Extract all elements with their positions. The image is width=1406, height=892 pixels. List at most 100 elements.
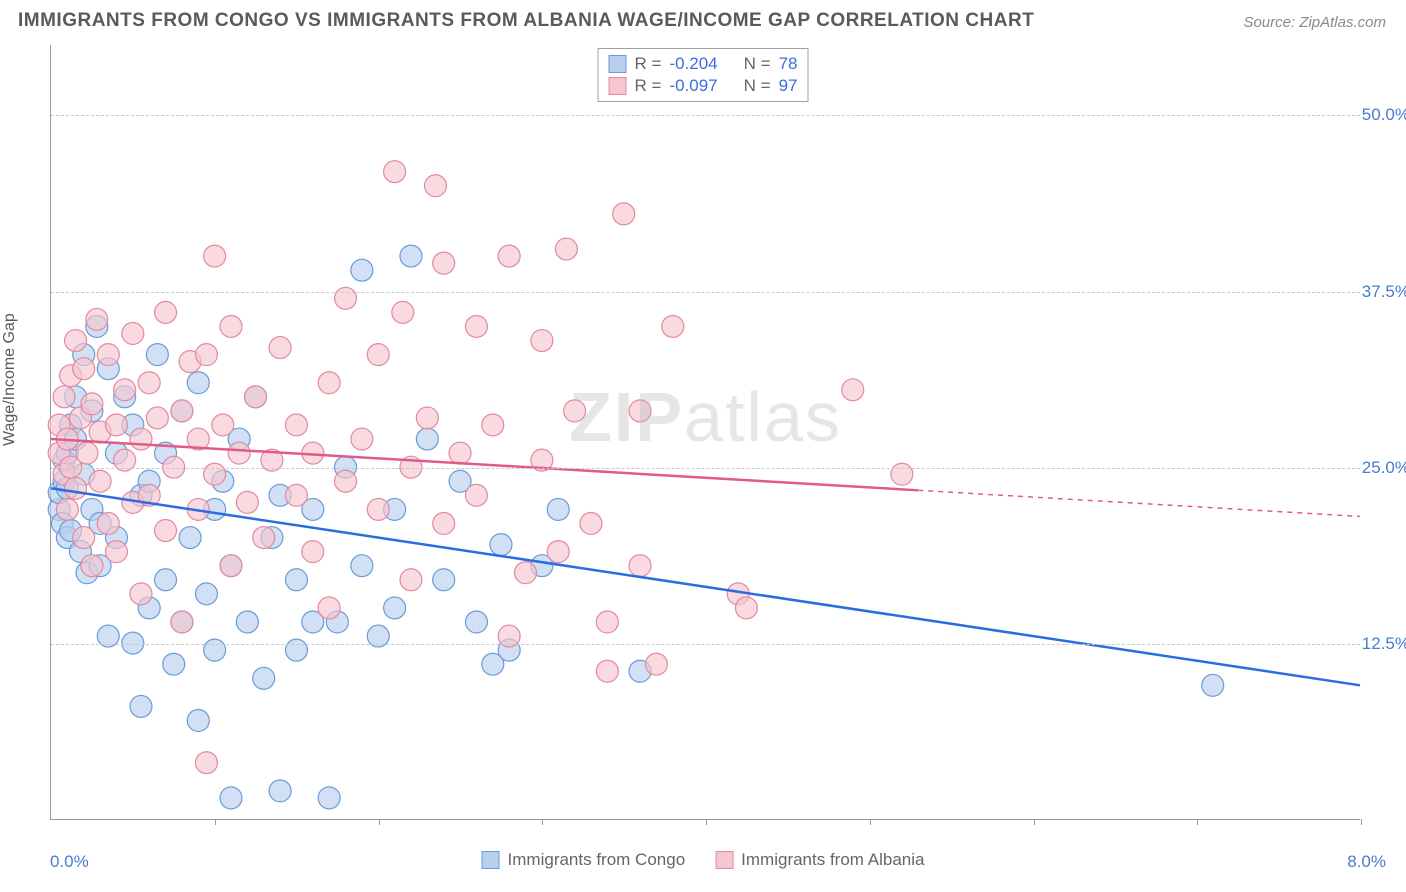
scatter-point — [253, 667, 275, 689]
scatter-point — [236, 611, 258, 633]
scatter-point — [351, 428, 373, 450]
scatter-point — [465, 611, 487, 633]
n-label: N = — [744, 54, 771, 74]
scatter-point — [97, 512, 119, 534]
scatter-point — [105, 541, 127, 563]
scatter-point — [629, 400, 651, 422]
scatter-point — [138, 372, 160, 394]
n-value: 78 — [779, 54, 798, 74]
scatter-point — [580, 512, 602, 534]
scatter-point — [285, 484, 307, 506]
scatter-point — [163, 653, 185, 675]
scatter-point — [596, 611, 618, 633]
scatter-point — [65, 477, 87, 499]
scatter-point — [171, 611, 193, 633]
scatter-point — [318, 372, 340, 394]
y-axis-label: Wage/Income Gap — [1, 313, 19, 446]
scatter-point — [212, 414, 234, 436]
scatter-point — [335, 470, 357, 492]
x-tick — [1361, 819, 1362, 825]
chart-title: IMMIGRANTS FROM CONGO VS IMMIGRANTS FROM… — [18, 10, 1034, 32]
scatter-point — [146, 407, 168, 429]
scatter-point — [146, 344, 168, 366]
n-value: 97 — [779, 76, 798, 96]
scatter-point — [662, 315, 684, 337]
trend-line-extrapolated — [918, 490, 1360, 516]
scatter-point — [204, 463, 226, 485]
legend-label: Immigrants from Congo — [508, 850, 686, 870]
scatter-point — [629, 555, 651, 577]
x-tick — [1034, 819, 1035, 825]
scatter-point — [891, 463, 913, 485]
scatter-point — [842, 379, 864, 401]
scatter-point — [482, 414, 504, 436]
trend-line — [51, 488, 1360, 685]
scatter-point — [269, 780, 291, 802]
scatter-point — [65, 330, 87, 352]
scatter-point — [285, 414, 307, 436]
scatter-point — [220, 315, 242, 337]
scatter-point — [564, 400, 586, 422]
scatter-point — [155, 301, 177, 323]
r-label: R = — [635, 76, 662, 96]
scatter-point — [384, 597, 406, 619]
scatter-point — [204, 245, 226, 267]
legend-swatch — [482, 851, 500, 869]
scatter-point — [351, 555, 373, 577]
scatter-point — [236, 491, 258, 513]
scatter-point — [547, 541, 569, 563]
scatter-point — [81, 393, 103, 415]
y-tick-label: 37.5% — [1350, 282, 1406, 302]
scatter-point — [245, 386, 267, 408]
r-value: -0.097 — [669, 76, 717, 96]
x-tick — [379, 819, 380, 825]
scatter-point — [81, 555, 103, 577]
scatter-point — [433, 512, 455, 534]
n-label: N = — [744, 76, 771, 96]
scatter-point — [130, 695, 152, 717]
scatter-point — [171, 400, 193, 422]
series-legend: Immigrants from Congo Immigrants from Alb… — [482, 850, 925, 870]
scatter-point — [425, 175, 447, 197]
scatter-point — [195, 583, 217, 605]
scatter-point — [269, 337, 291, 359]
scatter-point — [155, 569, 177, 591]
scatter-point — [187, 372, 209, 394]
scatter-point — [53, 386, 75, 408]
scatter-point — [122, 323, 144, 345]
scatter-point — [645, 653, 667, 675]
legend-item: Immigrants from Albania — [715, 850, 924, 870]
y-tick-label: 12.5% — [1350, 634, 1406, 654]
legend-row: R =-0.204N =78 — [609, 53, 798, 75]
scatter-point — [204, 639, 226, 661]
legend-swatch — [715, 851, 733, 869]
legend-item: Immigrants from Congo — [482, 850, 686, 870]
y-tick-label: 25.0% — [1350, 458, 1406, 478]
scatter-point — [76, 442, 98, 464]
scatter-point — [285, 639, 307, 661]
scatter-point — [195, 344, 217, 366]
scatter-point — [367, 344, 389, 366]
plot-area: ZIPatlas 12.5%25.0%37.5%50.0% — [50, 45, 1360, 820]
x-axis-max-label: 8.0% — [1347, 852, 1386, 872]
scatter-point — [465, 315, 487, 337]
scatter-point — [253, 527, 275, 549]
scatter-point — [392, 301, 414, 323]
x-tick — [706, 819, 707, 825]
scatter-point — [465, 484, 487, 506]
scatter-point — [531, 330, 553, 352]
scatter-point — [155, 520, 177, 542]
scatter-point — [73, 358, 95, 380]
scatter-point — [220, 555, 242, 577]
scatter-point — [433, 569, 455, 591]
scatter-point — [318, 787, 340, 809]
grid-line — [51, 292, 1360, 293]
x-tick — [215, 819, 216, 825]
y-tick-label: 50.0% — [1350, 105, 1406, 125]
scatter-point — [400, 245, 422, 267]
scatter-point — [195, 752, 217, 774]
x-tick — [870, 819, 871, 825]
x-axis-min-label: 0.0% — [50, 852, 89, 872]
scatter-point — [220, 787, 242, 809]
scatter-point — [351, 259, 373, 281]
